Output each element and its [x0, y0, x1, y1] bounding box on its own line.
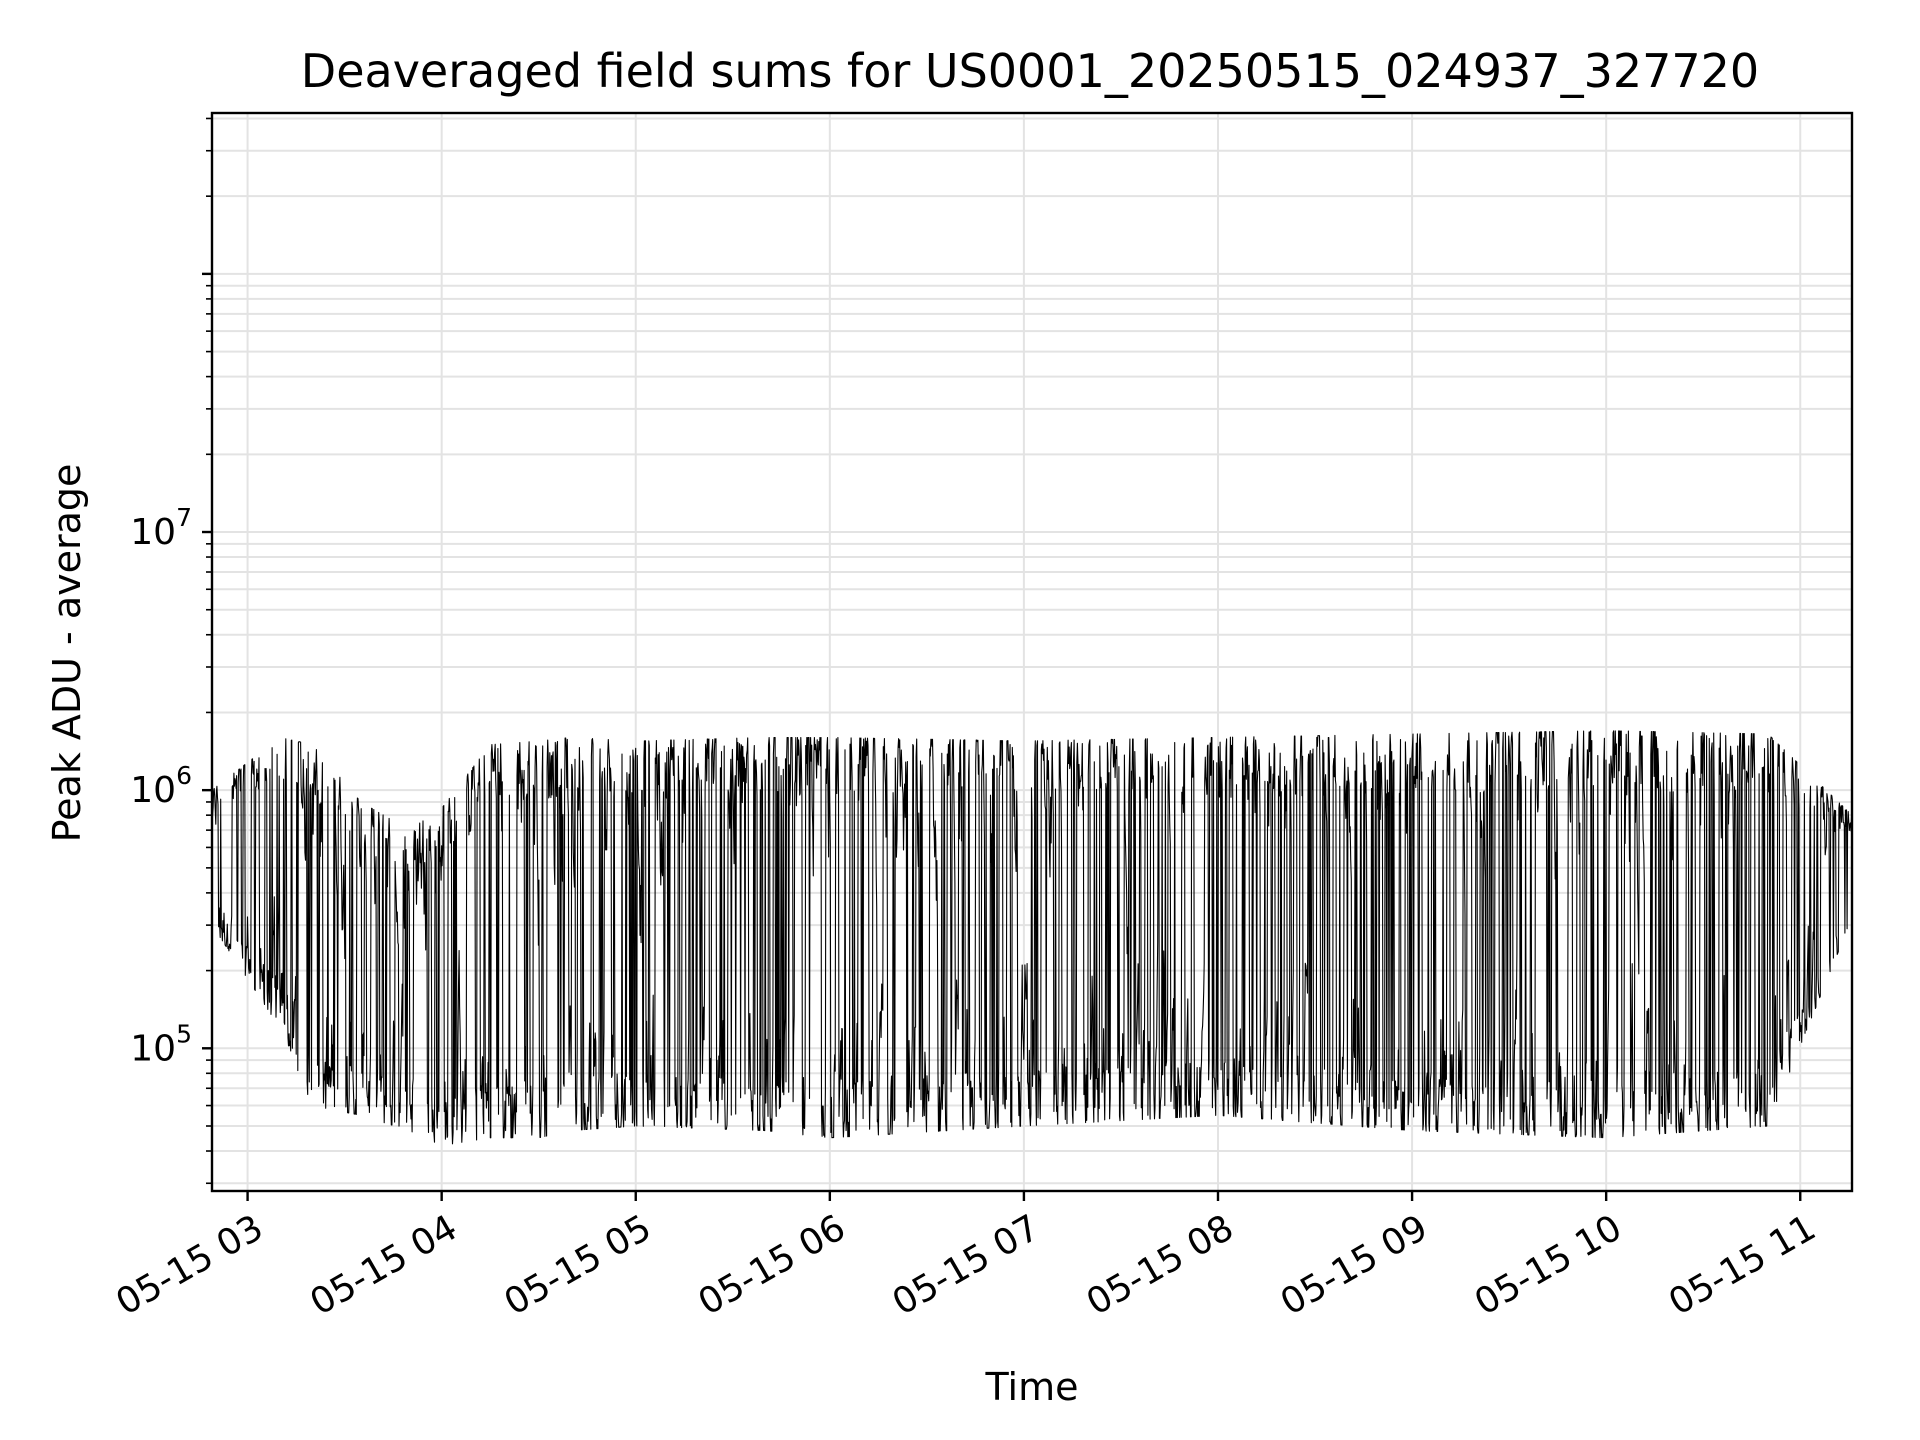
x-axis-label: Time [985, 1365, 1079, 1409]
x-tick-label: 05-15 05 [498, 1207, 659, 1323]
y-tick-label: 106 [130, 761, 192, 811]
axis-ticks [202, 117, 1802, 1201]
x-tick-label: 05-15 07 [886, 1207, 1047, 1323]
x-tick-label: 05-15 06 [692, 1207, 853, 1323]
x-tick-label: 05-15 03 [109, 1207, 270, 1323]
plot-frame [210, 111, 1854, 1193]
x-tick-label: 05-15 09 [1274, 1207, 1435, 1323]
y-tick-label: 105 [130, 1019, 192, 1069]
chart-title: Deaveraged field sums for US0001_2025051… [301, 44, 1759, 98]
x-tick-label: 05-15 08 [1080, 1207, 1241, 1323]
y-tick-label: 107 [130, 503, 192, 553]
x-tick-label: 05-15 11 [1662, 1207, 1823, 1323]
series-line [211, 730, 1853, 1145]
series-line-path [211, 730, 1853, 1145]
x-tick-label: 05-15 10 [1468, 1207, 1629, 1323]
x-tick-labels: 05-15 03 05-15 04 05-15 05 05-15 06 05-15 07… [109, 1207, 1822, 1323]
x-tick-label: 05-15 04 [303, 1207, 464, 1323]
y-tick-labels: 105 106 107 [130, 503, 192, 1069]
y-axis-label: Peak ADU - average [45, 464, 89, 843]
